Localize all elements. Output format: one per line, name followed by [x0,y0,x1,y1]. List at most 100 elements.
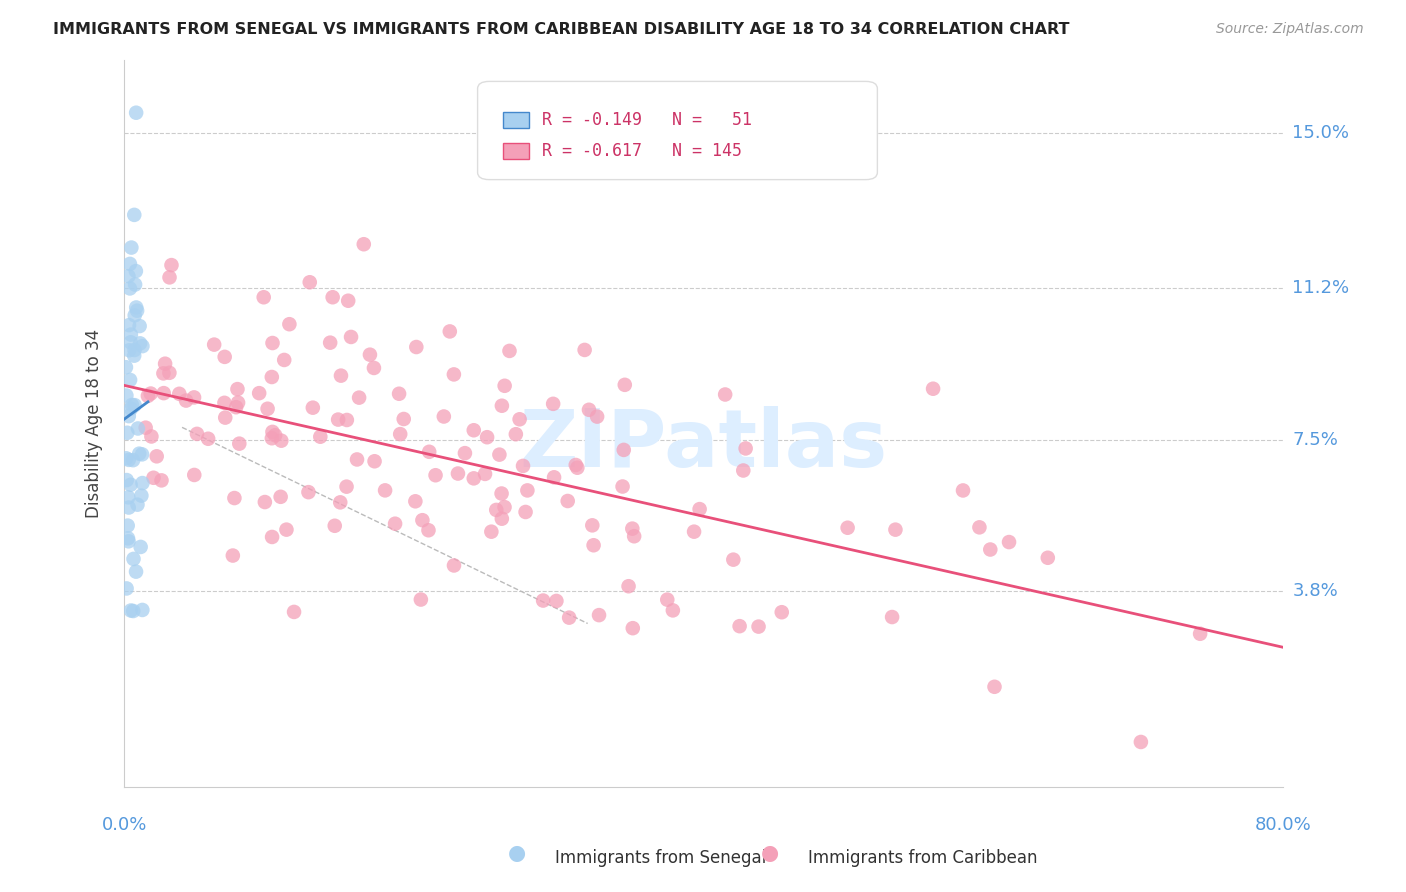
Point [392,412,415,426]
Point [389,427,412,442]
Point [131,447,153,461]
Point [127,498,149,512]
Point [884,523,907,537]
Point [117,532,139,546]
Point [131,489,153,503]
Point [447,467,470,481]
Point [262,530,284,544]
Point [186,426,208,441]
Point [979,542,1001,557]
Point [117,534,139,549]
Point [353,237,375,252]
Point [346,452,368,467]
Point [120,241,142,255]
Point [160,258,183,272]
Point [136,389,159,403]
Point [546,594,568,608]
Point [118,281,141,295]
Point [463,423,485,437]
Text: Immigrants from Senegal: Immigrants from Senegal [555,849,766,867]
Point [115,388,138,402]
Point [118,453,141,467]
Point [197,432,219,446]
Point [319,335,342,350]
Point [969,520,991,534]
Point [202,337,225,351]
Point [264,428,287,442]
Bar [503,144,529,160]
Point [443,558,465,573]
Point [214,350,236,364]
Point [124,309,146,323]
Point [262,425,284,439]
Point [253,290,276,304]
Point [463,471,485,485]
Point [122,552,145,566]
Point [127,303,149,318]
Text: R = -0.149   N =   51: R = -0.149 N = 51 [543,112,752,129]
Point [117,491,139,505]
Point [283,605,305,619]
Point [1036,550,1059,565]
Point [298,275,321,289]
Point [270,490,292,504]
Text: 15.0%: 15.0% [1292,124,1350,142]
Point [409,592,432,607]
Point [515,505,537,519]
Point [152,367,174,381]
Point [129,336,152,351]
Point [120,603,142,617]
Point [657,592,679,607]
Point [582,538,605,552]
Y-axis label: Disability Age 18 to 34: Disability Age 18 to 34 [86,328,103,518]
Point [302,401,325,415]
Point [405,340,427,354]
Point [297,485,319,500]
Point [359,348,381,362]
Point [124,208,146,222]
Point [131,339,153,353]
Point [558,610,581,624]
Point [404,494,426,508]
Point [135,420,157,434]
Point [169,386,191,401]
Point [388,386,411,401]
Point [516,483,538,498]
Point [557,494,579,508]
Point [512,458,534,473]
Point [122,453,145,467]
Point [121,398,143,412]
Point [623,529,645,543]
Point [578,402,600,417]
Point [270,434,292,448]
FancyBboxPatch shape [478,81,877,179]
Point [115,360,138,375]
Point [723,552,745,566]
Point [273,353,295,368]
Point [621,621,644,635]
Text: 7.5%: 7.5% [1292,431,1339,449]
Text: Immigrants from Caribbean: Immigrants from Caribbean [808,849,1038,867]
Text: ZIPatlas: ZIPatlas [519,406,887,484]
Point [567,460,589,475]
Point [125,105,148,120]
Point [124,343,146,357]
Point [129,540,152,554]
Point [115,582,138,596]
Text: 11.2%: 11.2% [1292,279,1350,297]
Point [363,360,385,375]
Point [384,516,406,531]
Point [118,500,141,515]
Point [256,401,278,416]
Point [118,318,141,332]
Text: R = -0.617   N = 145: R = -0.617 N = 145 [543,143,742,161]
Point [118,343,141,358]
Text: ●: ● [762,843,779,863]
Point [1129,735,1152,749]
Point [141,429,163,443]
Point [124,398,146,412]
Point [124,277,146,292]
Text: ●: ● [509,843,526,863]
Point [728,619,751,633]
Point [125,301,148,315]
